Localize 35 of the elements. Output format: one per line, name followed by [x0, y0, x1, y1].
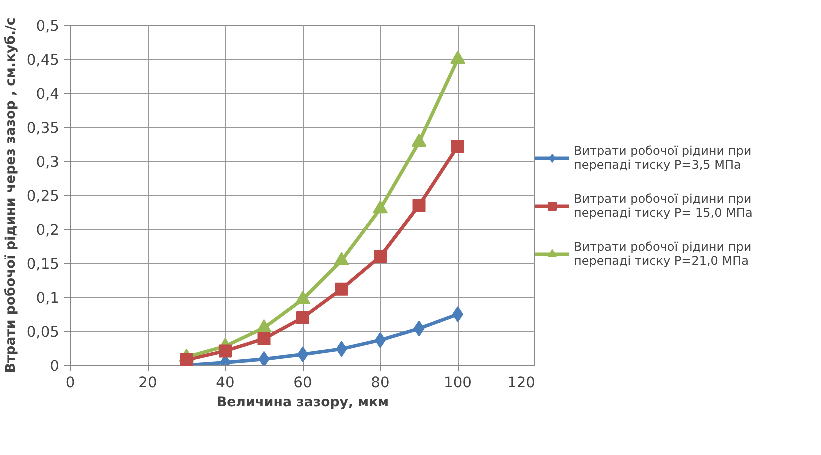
- x-tick-label: 80: [371, 374, 390, 392]
- y-tick-label: 0,4: [36, 86, 60, 103]
- y-tick-label: 0: [50, 358, 60, 375]
- point: [258, 351, 270, 366]
- point: [258, 332, 271, 346]
- point: [180, 354, 194, 367]
- y-tick-label: 0,35: [26, 120, 60, 137]
- point: [374, 250, 387, 264]
- x-tick-label: 60: [294, 374, 312, 392]
- point: [335, 282, 348, 296]
- x-tick-label: 40: [216, 374, 235, 392]
- y-tick-label: 0,05: [26, 324, 60, 341]
- legend-label: Витрати робочої рідини при перепаді тиску P= 15,0 МПа: [574, 191, 753, 222]
- point: [373, 200, 388, 214]
- point: [296, 311, 310, 324]
- point: [334, 252, 350, 266]
- legend-label: Витрати робочої рідини при перепаді тиску P=21,0 МПа: [574, 239, 752, 270]
- x-tick-label: 20: [138, 374, 158, 392]
- x-axis-title: Величина зазору, мкм: [216, 396, 390, 410]
- y-axis-title: Втрати робочої рідини через зазор , см.куб./с: [4, 18, 19, 374]
- x-tick-label: 100: [444, 374, 472, 392]
- y-tick-label: 0,5: [36, 18, 60, 35]
- point: [412, 199, 426, 212]
- y-tick-label: 0,2: [36, 222, 60, 239]
- y-tick-label: 0,25: [26, 188, 60, 205]
- point: [412, 134, 427, 147]
- point: [219, 344, 232, 358]
- y-tick-label: 0,1: [36, 290, 60, 307]
- legend-label: Витрати робочої рідини при перепаді тиску P=3,5 МПа: [574, 143, 752, 174]
- x-tick-label: 120: [508, 374, 536, 392]
- y-tick-label: 0,45: [26, 52, 60, 69]
- y-tick-label: 0,3: [36, 154, 60, 171]
- y-tick-label: 0,15: [26, 256, 60, 273]
- x-tick-label: 0: [66, 374, 76, 392]
- point: [450, 50, 466, 64]
